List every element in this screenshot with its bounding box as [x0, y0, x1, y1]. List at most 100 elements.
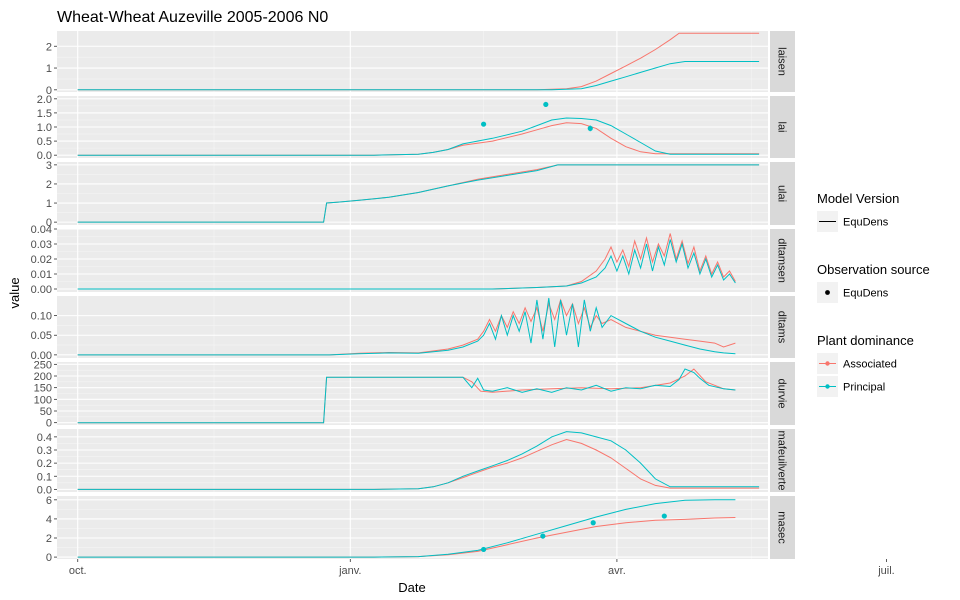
y-tick-label: 0.4: [37, 432, 52, 444]
legend: Model Version EquDens Observation source Eq…: [817, 191, 930, 397]
y-tick-label: 0.00: [31, 284, 52, 296]
legend-point: [825, 384, 830, 389]
y-tick-label: 0: [46, 552, 52, 564]
facet-strip-label: ulai: [776, 185, 788, 202]
y-tick-label: 0.3: [37, 445, 52, 457]
y-tick-label: 3: [46, 160, 52, 172]
y-tick-label: 0.01: [31, 269, 52, 281]
y-tick-label: 200: [34, 371, 52, 383]
y-tick-label: 0.00: [31, 350, 52, 362]
facet-strip: [770, 362, 795, 425]
x-tick-label: avr.: [608, 565, 626, 577]
panel-masec: 0 2 4 6 masec: [46, 495, 795, 564]
facet-strip-label: mafeuilverte: [776, 431, 788, 491]
facet-strip: [770, 162, 795, 225]
series-line-principal-laisen: [77, 61, 760, 91]
y-tick-label: 0.04: [31, 224, 52, 236]
series-line-principal-durvie: [77, 368, 736, 424]
panel-dltams: 0.00 0.05 0.10 dltams: [31, 296, 795, 362]
facet-strip-label: laisen: [776, 47, 788, 76]
y-tick-label: 1: [46, 198, 52, 210]
chart-panels: 012 laisen0.00.51.01.52.0lai0123ulai0.000…: [31, 31, 795, 564]
x-axis: oct. janv. avr. juil.: [69, 559, 895, 577]
y-tick-label: 0.0: [37, 484, 52, 496]
x-tick-label: juil.: [877, 565, 895, 577]
panel-background: [57, 31, 768, 92]
y-tick-label: 1.5: [37, 108, 52, 120]
y-tick-label: 1.0: [37, 122, 52, 134]
observation-point: [661, 513, 667, 519]
y-tick-label: 4: [46, 514, 52, 526]
panel-laisen: 0 1 2 laisen: [46, 31, 795, 97]
legend-group-2: Plant dominance Associated Principal: [817, 333, 914, 397]
y-tick-label: 0: [46, 217, 52, 229]
panel-mafeuilverte: 0.00.10.20.30.4 mafeuilverte: [37, 429, 795, 496]
y-tick-label: 0: [46, 85, 52, 97]
legend-title: Observation source: [817, 262, 930, 277]
panel-background: [57, 296, 768, 358]
series-line-principal-lai: [77, 117, 760, 156]
observation-point: [540, 533, 546, 539]
series-line-principal-ulai: [77, 164, 760, 223]
series-line-associated-dltamsen: [77, 233, 736, 290]
series-line-associated-laisen: [77, 32, 760, 91]
legend-point: [825, 290, 830, 295]
y-tick-label: 2.0: [37, 94, 52, 106]
facet-strip: [770, 31, 795, 92]
facet-strip-label: durvie: [776, 379, 788, 409]
y-tick-label: 250: [34, 359, 52, 371]
y-tick-label: 1: [46, 63, 52, 75]
y-tick-label: 2: [46, 533, 52, 545]
panel-background: [57, 496, 768, 559]
panel-dltamsen: 0.00 0.01 0.02 0.03 0.04 dltamsen: [31, 224, 795, 296]
series-line-principal-dltamsen: [77, 239, 736, 290]
y-tick-label: 0.2: [37, 458, 52, 470]
y-tick-label: 0.1: [37, 471, 52, 483]
y-axis-title: value: [7, 277, 22, 308]
panel-lai: 0.0 0.5 1.0 1.5 2.0 lai: [37, 94, 795, 162]
x-tick-label: janv.: [338, 565, 361, 577]
facet-strip-label: dltams: [776, 311, 788, 344]
y-tick-label: 0.10: [31, 311, 52, 323]
y-tick-label: 6: [46, 495, 52, 507]
legend-label: EquDens: [843, 288, 889, 300]
facet-strip-label: lai: [776, 121, 788, 132]
legend-label: Associated: [843, 359, 897, 371]
chart-title: Wheat-Wheat Auzeville 2005-2006 N0: [57, 9, 328, 26]
legend-group-1: Observation source EquDens: [817, 262, 930, 303]
facet-strip: [770, 229, 795, 292]
series-line-principal-masec: [77, 499, 736, 558]
legend-title: Plant dominance: [817, 333, 914, 348]
x-tick-label: oct.: [69, 565, 87, 577]
observation-point: [481, 121, 487, 127]
observation-point: [590, 520, 596, 526]
observation-point: [587, 125, 593, 132]
series-line-principal-dltams: [77, 297, 736, 356]
panel-ulai: 0 1 2 3 ulai: [46, 160, 795, 229]
y-tick-label: 0.03: [31, 239, 52, 251]
observation-point: [543, 101, 549, 108]
y-tick-label: 2: [46, 179, 52, 191]
series-line-associated-dltams: [77, 298, 736, 356]
y-tick-label: 150: [34, 383, 52, 395]
facet-strip: [770, 496, 795, 559]
legend-label: Principal: [843, 382, 885, 394]
facet-strip: [770, 429, 795, 492]
facet-strip: [770, 296, 795, 358]
legend-label: EquDens: [843, 217, 889, 229]
facet-strip: [770, 96, 795, 158]
y-tick-label: 2: [46, 41, 52, 53]
series-line-principal-mafeuilverte: [77, 431, 760, 490]
legend-point: [825, 361, 830, 366]
observation-point: [481, 546, 487, 553]
y-tick-label: 0: [46, 418, 52, 430]
facet-strip-label: masec: [776, 511, 788, 544]
y-tick-label: 50: [40, 406, 52, 418]
panel-background: [57, 429, 768, 492]
y-tick-label: 100: [34, 394, 52, 406]
y-tick-label: 0.05: [31, 330, 52, 342]
legend-title: Model Version: [817, 191, 899, 206]
y-tick-label: 0.5: [37, 136, 52, 148]
